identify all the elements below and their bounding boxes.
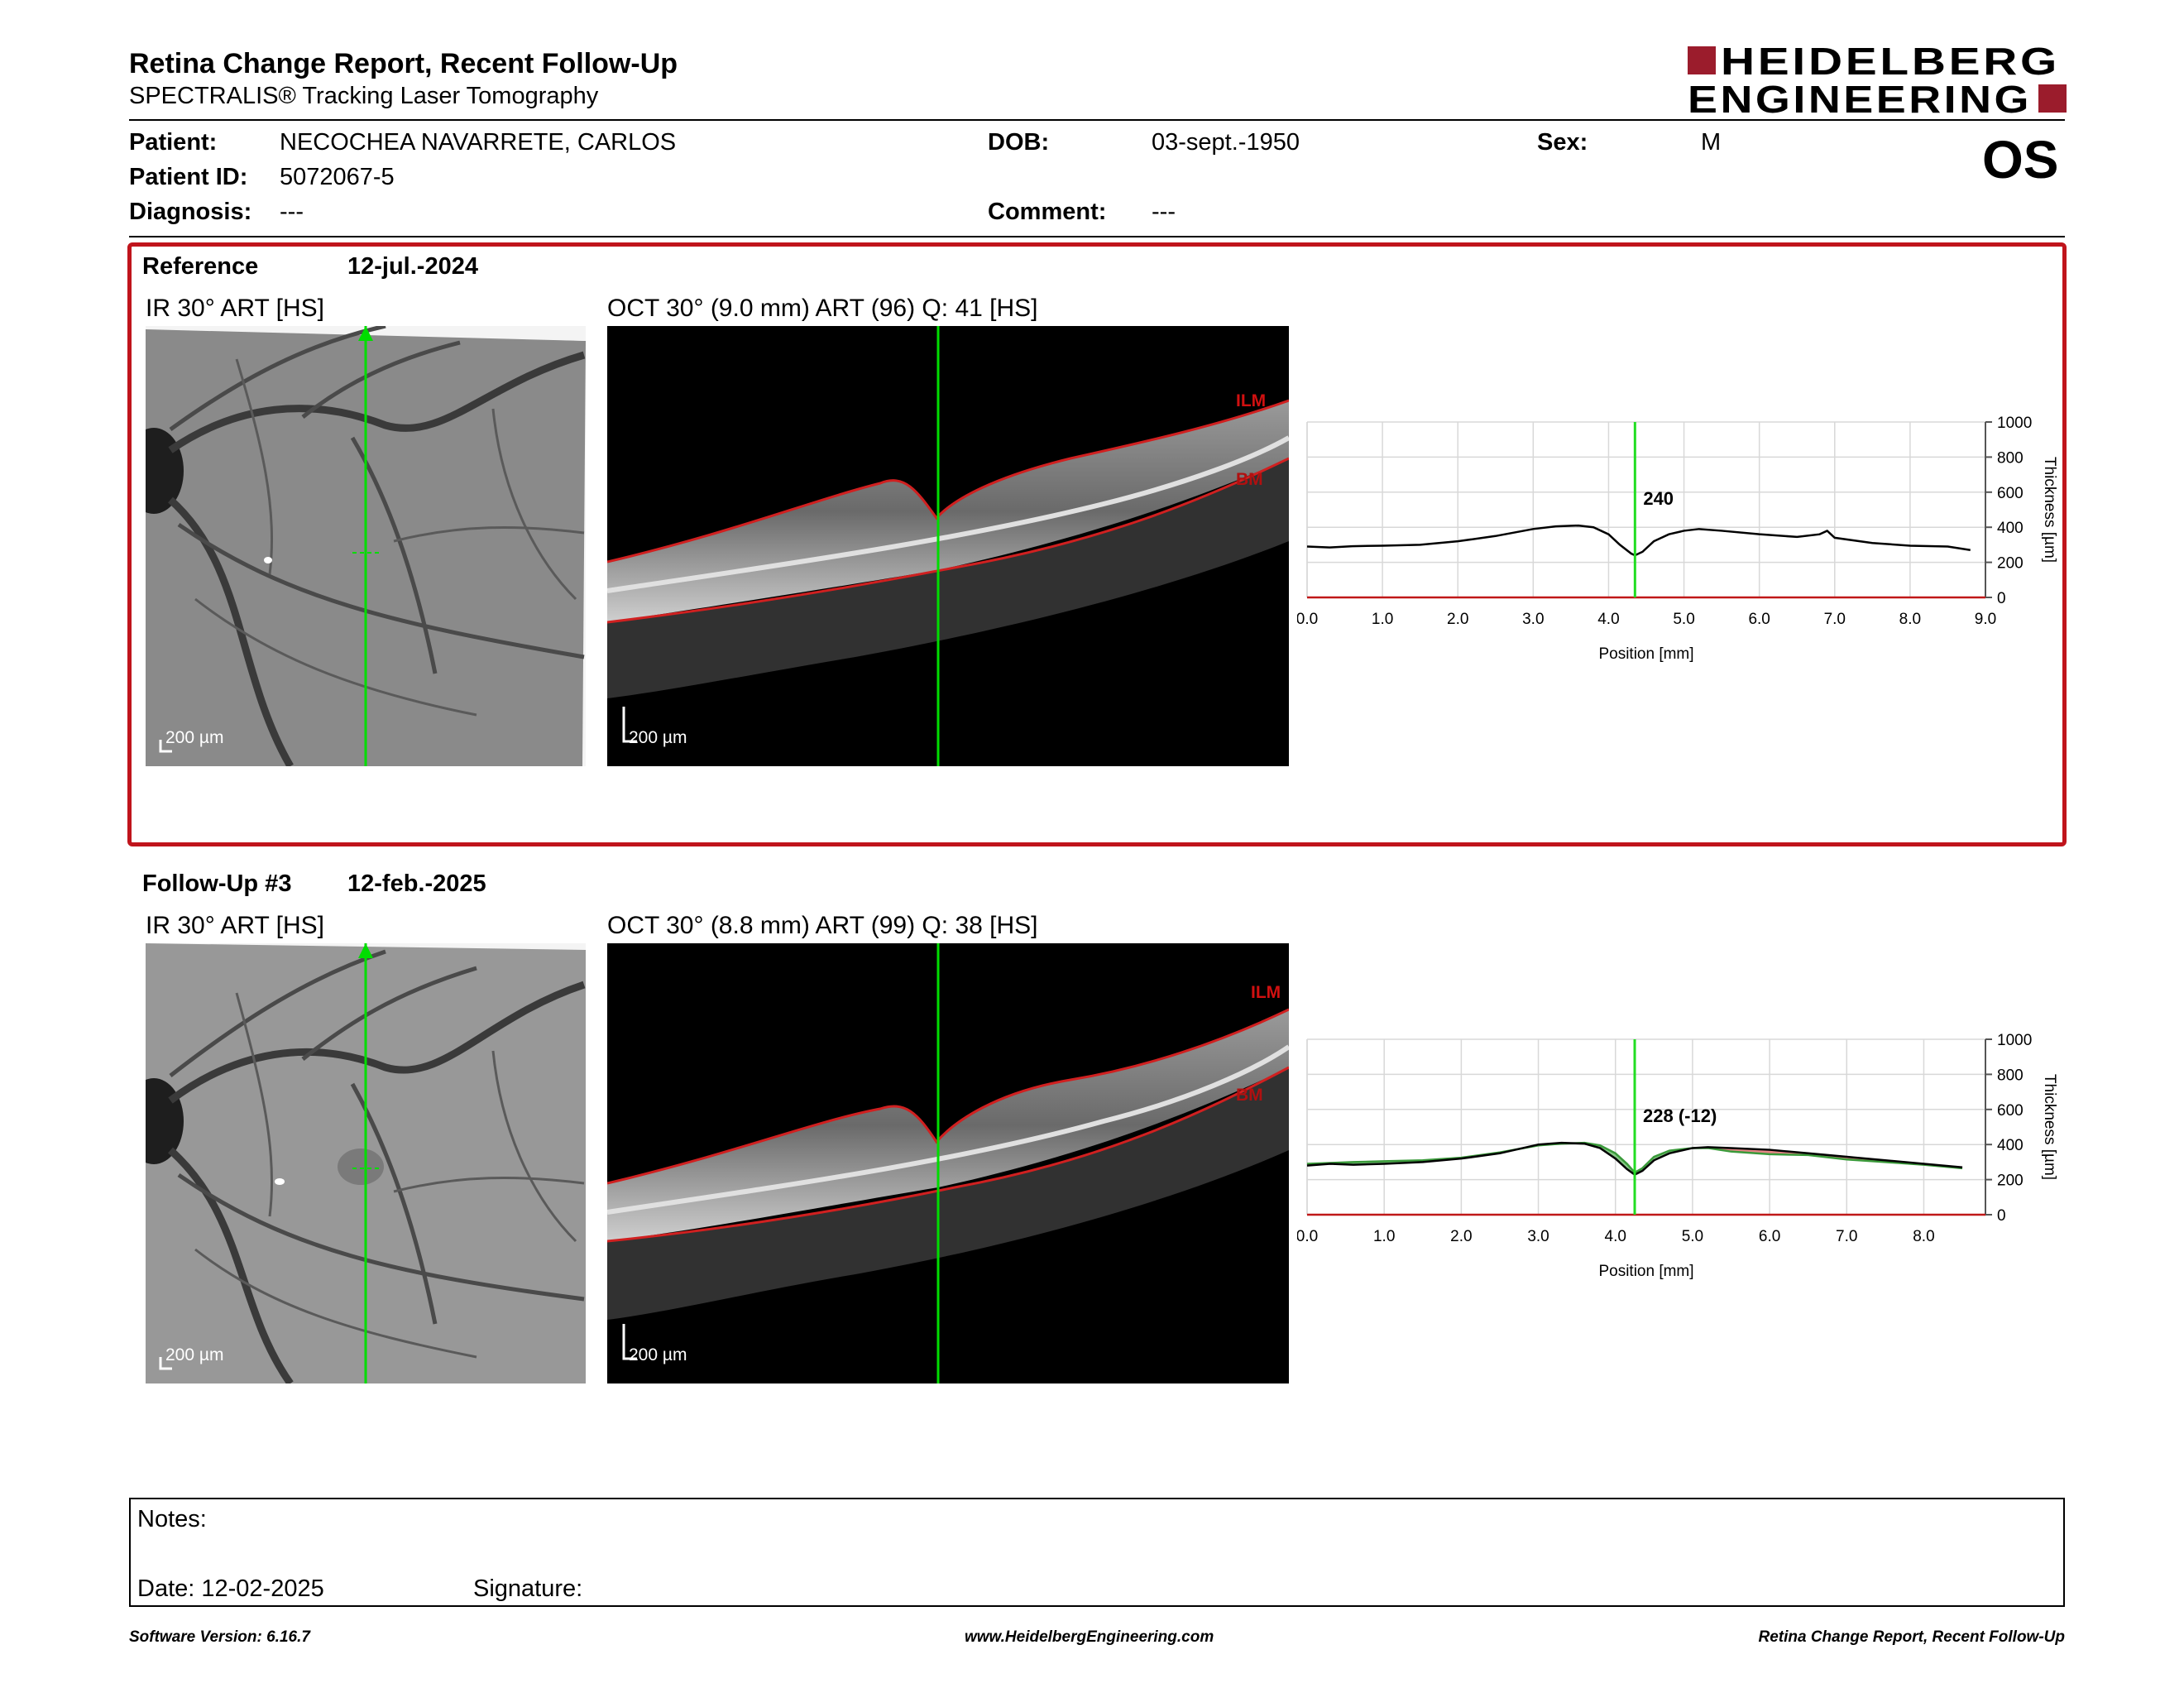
- reference-panel: [127, 242, 2067, 846]
- ref-chart-x-tick-label: 9.0: [1975, 611, 1996, 628]
- sex-label: Sex:: [1537, 129, 1588, 156]
- reference-oct-scale: 200 µm: [629, 728, 687, 747]
- followup-oct-bscan: ILM BM 200 µm: [607, 943, 1289, 1383]
- fu-chart-y-tick-label: 600: [1997, 1102, 2024, 1120]
- fu-chart-x-tick-label: 3.0: [1527, 1228, 1549, 1245]
- reference-ir-fundus-image: 200 µm: [146, 326, 586, 766]
- patient-id-label: Patient ID:: [129, 164, 248, 190]
- ref-chart-y-tick-label: 0: [1997, 590, 2006, 607]
- fu-chart-series-1-line: [1306, 1141, 1963, 1174]
- fu-chart-y-tick-label: 1000: [1997, 1032, 2032, 1049]
- ref-chart-thickness-readout: 240: [1643, 488, 1674, 509]
- reference-label: Reference: [142, 253, 259, 280]
- reference-ir-scale: 200 µm: [165, 728, 224, 747]
- fu-chart-x-tick-label: 0.0: [1297, 1228, 1318, 1245]
- fu-chart-y-axis-label: Thickness [µm]: [2041, 1074, 2058, 1180]
- fu-chart-x-tick-label: 7.0: [1836, 1228, 1857, 1245]
- followup-bm-label: BM: [1236, 1086, 1263, 1105]
- fu-chart-x-tick-label: 1.0: [1373, 1228, 1395, 1245]
- ref-chart-y-axis-label: Thickness [µm]: [2041, 457, 2058, 563]
- eye-indicator: OS: [1982, 130, 2059, 189]
- reference-bm-label: BM: [1236, 470, 1263, 489]
- followup-oct-caption: OCT 30° (8.8 mm) ART (99) Q: 38 [HS]: [607, 912, 1038, 939]
- followup-ir-scale: 200 µm: [165, 1345, 224, 1364]
- ref-chart-x-axis-label: Position [mm]: [1598, 645, 1693, 663]
- followup-ir-fundus-image: 200 µm: [146, 943, 586, 1383]
- diagnosis-value: ---: [280, 199, 304, 225]
- reference-oct-caption: OCT 30° (9.0 mm) ART (96) Q: 41 [HS]: [607, 295, 1038, 322]
- company-logo: HEIDELBERG ENGINEERING: [1688, 40, 2068, 121]
- followup-date: 12-feb.-2025: [347, 870, 486, 897]
- report-title: Retina Change Report, Recent Follow-Up: [129, 48, 678, 79]
- dob-label: DOB:: [988, 129, 1050, 156]
- ref-chart-x-tick-label: 8.0: [1899, 611, 1921, 628]
- svg-text:ENGINEERING: ENGINEERING: [1688, 78, 2032, 116]
- fu-chart-x-tick-label: 8.0: [1913, 1228, 1934, 1245]
- ref-chart-x-tick-label: 6.0: [1748, 611, 1770, 628]
- ref-chart-x-tick-label: 3.0: [1522, 611, 1544, 628]
- followup-oct-scale: 200 µm: [629, 1345, 687, 1364]
- ref-chart-y-tick-label: 600: [1997, 485, 2024, 502]
- followup-ir-caption: IR 30° ART [HS]: [146, 912, 324, 939]
- patient-id-value: 5072067-5: [280, 164, 395, 190]
- ref-chart-y-tick-label: 200: [1997, 555, 2024, 573]
- ref-chart-y-tick-label: 400: [1997, 520, 2024, 537]
- reference-ilm-label: ILM: [1236, 391, 1266, 410]
- footer-software-version: Software Version: 6.16.7: [129, 1628, 310, 1646]
- ref-chart-y-tick-label: 800: [1997, 449, 2024, 467]
- comment-value: ---: [1152, 199, 1176, 225]
- fu-chart-y-tick-label: 400: [1997, 1137, 2024, 1154]
- ref-chart-x-tick-label: 1.0: [1372, 611, 1393, 628]
- fu-chart-y-tick-label: 200: [1997, 1172, 2024, 1190]
- reference-thickness-chart: 0 200 400 600 800 1000 0.0 1.0 2.0 3.0 4.0 5.0 6.0 7.…: [1296, 405, 2075, 679]
- fu-chart-series-0-line: [1306, 1141, 1963, 1177]
- ref-chart-x-tick-label: 7.0: [1824, 611, 1846, 628]
- ref-chart-series-0-line: [1306, 524, 1971, 557]
- fu-chart-x-tick-label: 6.0: [1759, 1228, 1780, 1245]
- fu-chart-thickness-readout: 228 (-12): [1643, 1105, 1717, 1126]
- followup-thickness-chart: 0 200 400 600 800 1000 0.0 1.0 2.0 3.0 4.0 5.0 6.0 7.…: [1296, 1023, 2075, 1296]
- patient-name: NECOCHEA NAVARRETE, CARLOS: [280, 129, 677, 156]
- report-subtitle: SPECTRALIS® Tracking Laser Tomography: [129, 83, 599, 109]
- fu-chart-x-tick-label: 4.0: [1605, 1228, 1626, 1245]
- notes-label: Notes:: [137, 1506, 207, 1532]
- signature-label: Signature:: [473, 1575, 583, 1602]
- ref-chart-x-tick-label: 2.0: [1447, 611, 1468, 628]
- fu-chart-x-tick-label: 2.0: [1450, 1228, 1472, 1245]
- footer-website-link[interactable]: www.HeidelbergEngineering.com: [965, 1628, 1214, 1646]
- followup-label: Follow-Up #3: [142, 870, 292, 897]
- ref-chart-x-tick-label: 4.0: [1597, 611, 1619, 628]
- comment-label: Comment:: [988, 199, 1107, 225]
- patient-label: Patient:: [129, 129, 218, 156]
- fu-chart-y-tick-label: 0: [1997, 1207, 2006, 1225]
- reference-date: 12-jul.-2024: [347, 253, 478, 280]
- dob-value: 03-sept.-1950: [1152, 129, 1300, 156]
- followup-ilm-label: ILM: [1251, 983, 1281, 1002]
- diagnosis-label: Diagnosis:: [129, 199, 252, 225]
- footer-report-name: Retina Change Report, Recent Follow-Up: [1758, 1628, 2065, 1646]
- date-label: Date: 12-02-2025: [137, 1575, 324, 1602]
- fu-chart-x-axis-label: Position [mm]: [1598, 1263, 1693, 1280]
- svg-text:HEIDELBERG: HEIDELBERG: [1721, 45, 2060, 83]
- ref-chart-y-tick-label: 1000: [1997, 415, 2032, 432]
- notes-box[interactable]: Notes: Date: 12-02-2025 Signature:: [129, 1498, 2065, 1607]
- ref-chart-x-tick-label: 5.0: [1673, 611, 1694, 628]
- sex-value: M: [1701, 129, 1722, 156]
- ref-chart-x-tick-label: 0.0: [1297, 611, 1318, 628]
- fu-chart-x-tick-label: 5.0: [1682, 1228, 1703, 1245]
- fu-chart-y-tick-label: 800: [1997, 1067, 2024, 1084]
- reference-oct-bscan: ILM BM 200 µm: [607, 326, 1289, 766]
- reference-ir-caption: IR 30° ART [HS]: [146, 295, 324, 322]
